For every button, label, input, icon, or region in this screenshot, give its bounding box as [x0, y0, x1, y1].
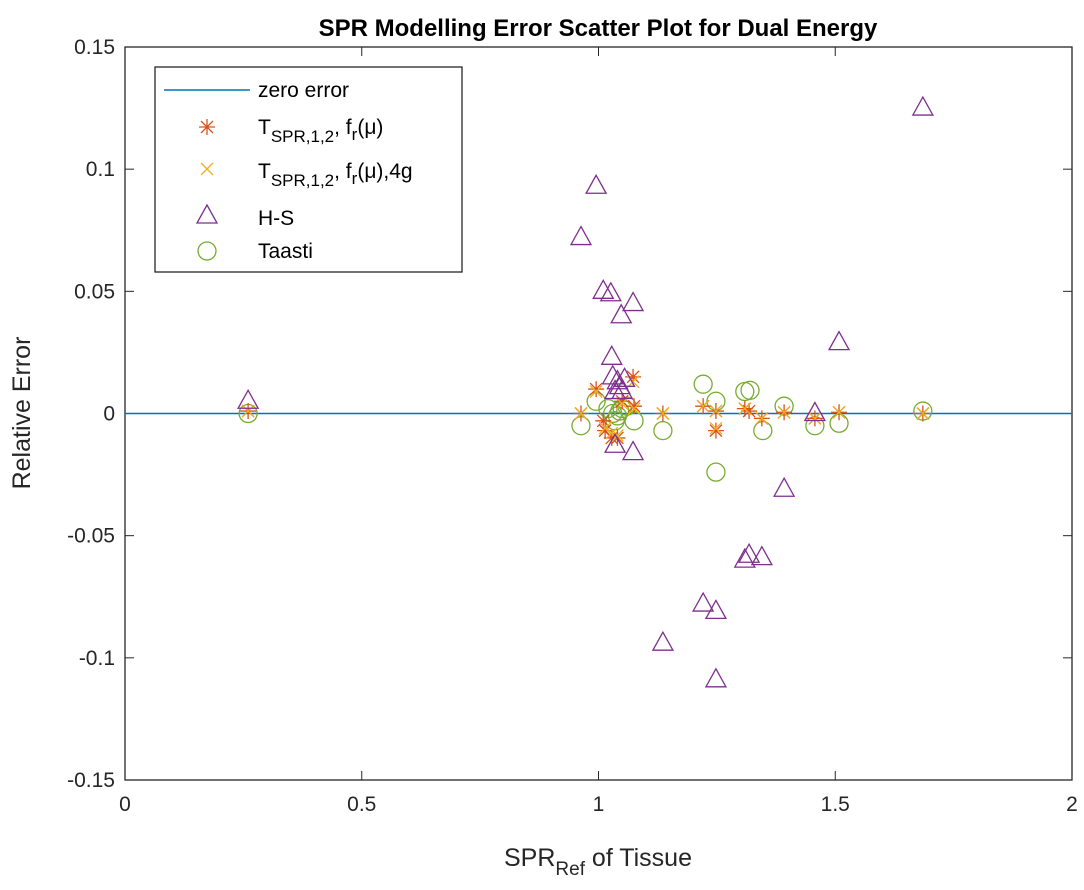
- point-x: [610, 429, 624, 442]
- point-asterisk: [595, 412, 612, 429]
- point-x: [598, 421, 612, 435]
- point-x: [755, 411, 769, 425]
- point-triangle: [803, 401, 826, 422]
- x-tick-label: 0: [119, 793, 131, 816]
- point-triangle: [651, 630, 675, 651]
- point-triangle: [237, 388, 260, 409]
- y-axis-label: Relative Error: [8, 337, 36, 490]
- legend-marker-asterisk: [199, 119, 215, 135]
- y-tick-label: 0.1: [86, 158, 115, 181]
- point-triangle: [610, 303, 633, 324]
- point-triangle: [569, 225, 593, 246]
- y-tick-label: 0: [103, 403, 115, 426]
- point-triangle: [750, 545, 773, 566]
- point-x: [696, 399, 710, 413]
- point-asterisk: [626, 398, 643, 415]
- point-triangle: [737, 542, 761, 563]
- legend: zero error TSPR,1,2, fr(μ) TSPR,1,2, fr(…: [154, 66, 463, 273]
- legend-label-zero-error: zero error: [258, 79, 349, 102]
- point-triangle: [613, 366, 636, 387]
- point-x: [777, 405, 791, 419]
- y-tick-label: -0.1: [79, 647, 115, 670]
- point-triangle: [704, 667, 728, 688]
- y-tick-label: -0.15: [67, 769, 115, 792]
- y-tick-label: 0.05: [74, 280, 115, 303]
- point-x: [832, 405, 846, 419]
- point-triangle: [599, 281, 622, 302]
- point-triangle: [603, 432, 627, 453]
- point-triangle: [600, 344, 623, 365]
- point-asterisk: [597, 422, 614, 439]
- point-x: [709, 404, 723, 418]
- x-tick-label: 0.5: [347, 793, 376, 816]
- point-x: [709, 421, 723, 435]
- point-asterisk: [707, 422, 724, 439]
- point-asterisk: [625, 368, 642, 385]
- point-triangle: [704, 599, 728, 620]
- point-x: [808, 411, 822, 425]
- point-x: [589, 385, 603, 398]
- point-x: [916, 407, 930, 420]
- point-circle: [653, 420, 673, 441]
- point-x: [738, 402, 752, 416]
- point-x: [656, 407, 670, 420]
- chart-title: SPR Modelling Error Scatter Plot for Dua…: [319, 15, 878, 42]
- y-tick-label: -0.05: [67, 525, 115, 548]
- point-triangle: [621, 440, 645, 461]
- point-asterisk: [588, 381, 605, 398]
- point-triangle: [827, 330, 851, 351]
- point-x: [574, 407, 588, 420]
- x-tick-label: 1: [593, 793, 605, 816]
- x-tick-label: 2: [1066, 793, 1078, 816]
- x-tick-label: 1.5: [821, 793, 850, 816]
- x-axis-label: SPRRef of Tissue: [504, 844, 692, 880]
- legend-marker-circle: [197, 241, 217, 261]
- point-triangle: [733, 547, 756, 568]
- point-circle: [753, 420, 773, 441]
- legend-label-tspr-4g: TSPR,1,2, fr(μ),4g: [258, 160, 413, 190]
- legend-label-taasti: Taasti: [258, 240, 313, 263]
- point-triangle: [585, 173, 608, 194]
- point-triangle: [692, 591, 715, 612]
- point-circle: [693, 374, 713, 394]
- point-triangle: [773, 476, 796, 497]
- legend-marker-x: [200, 162, 214, 176]
- legend-label-hs: H-S: [258, 207, 294, 230]
- point-circle: [740, 380, 760, 400]
- legend-label-tspr: TSPR,1,2, fr(μ): [258, 116, 383, 146]
- point-triangle: [603, 379, 627, 400]
- point-x: [627, 402, 641, 416]
- point-circle: [706, 462, 726, 482]
- point-x: [615, 397, 629, 411]
- point-triangle: [621, 291, 645, 312]
- point-triangle: [592, 278, 615, 299]
- point-triangle: [911, 95, 934, 116]
- point-asterisk: [614, 393, 631, 410]
- point-asterisk: [741, 403, 758, 420]
- legend-marker-triangle: [195, 203, 219, 224]
- point-x: [241, 404, 255, 418]
- y-tick-label: 0.15: [74, 36, 115, 59]
